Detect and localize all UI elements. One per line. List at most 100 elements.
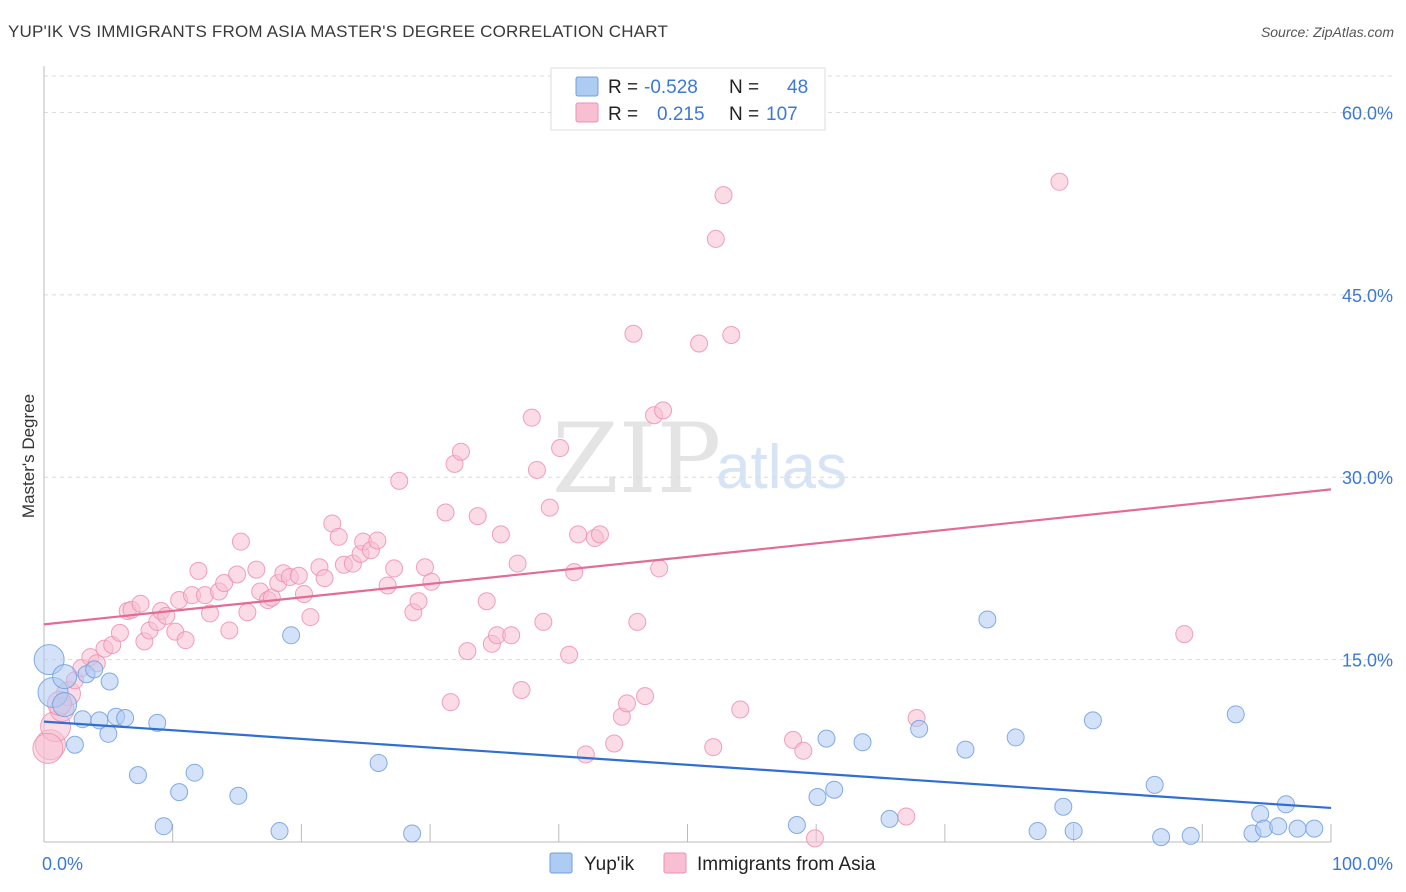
data-point bbox=[654, 401, 673, 420]
data-point bbox=[52, 692, 78, 718]
data-point bbox=[706, 229, 725, 248]
data-point bbox=[116, 708, 135, 727]
data-point bbox=[403, 824, 422, 843]
data-point bbox=[714, 186, 733, 205]
data-point bbox=[704, 738, 723, 757]
data-point bbox=[315, 569, 334, 588]
data-point bbox=[527, 460, 546, 479]
data-point bbox=[422, 572, 441, 591]
data-point bbox=[569, 525, 588, 544]
data-point bbox=[215, 574, 234, 593]
data-point bbox=[441, 693, 460, 712]
legend-label-yupik: Yup'ik bbox=[584, 854, 635, 875]
y-tick-label: 60.0% bbox=[1342, 103, 1393, 123]
stats-r-value-yupik: -0.528 bbox=[644, 77, 698, 98]
bottom-legend: Yup'ik Immigrants from Asia bbox=[549, 852, 876, 875]
data-point bbox=[99, 724, 118, 743]
points-layer bbox=[32, 172, 1324, 848]
data-point bbox=[1006, 728, 1025, 747]
data-point bbox=[491, 525, 510, 544]
trend-line-yupik bbox=[43, 720, 1332, 810]
legend-label-asia: Immigrants from Asia bbox=[697, 854, 876, 875]
data-point bbox=[1181, 826, 1200, 845]
trend-line-immigrants-from-asia bbox=[43, 488, 1332, 626]
data-point bbox=[282, 626, 301, 645]
data-point bbox=[551, 439, 570, 458]
data-point bbox=[229, 786, 248, 805]
series-immigrants-from-asia bbox=[32, 172, 1194, 848]
data-point bbox=[910, 719, 929, 738]
data-point bbox=[301, 608, 320, 627]
data-point bbox=[1050, 172, 1069, 191]
data-point bbox=[185, 763, 204, 782]
data-point bbox=[368, 531, 387, 550]
data-point bbox=[1305, 819, 1324, 838]
data-point bbox=[189, 561, 208, 580]
data-point bbox=[270, 822, 289, 841]
data-point bbox=[329, 527, 348, 546]
data-point bbox=[817, 729, 836, 748]
data-point bbox=[784, 730, 803, 749]
data-point bbox=[378, 576, 397, 595]
data-point bbox=[722, 325, 741, 344]
data-point bbox=[690, 334, 709, 353]
gridlines bbox=[44, 75, 1395, 661]
data-point bbox=[110, 623, 129, 642]
trend-layer bbox=[43, 488, 1332, 810]
y-axis-title: Master's Degree bbox=[19, 394, 38, 518]
legend-swatch-asia bbox=[663, 852, 687, 874]
data-point bbox=[1028, 822, 1047, 841]
data-point bbox=[590, 525, 609, 544]
data-point bbox=[451, 442, 470, 461]
data-point bbox=[85, 660, 104, 679]
data-point bbox=[853, 733, 872, 752]
stats-n-value-yupik: 48 bbox=[787, 77, 808, 98]
watermark: ZIP atlas bbox=[552, 403, 847, 515]
stats-swatch-asia bbox=[575, 102, 599, 123]
data-point bbox=[897, 807, 916, 826]
chart-title: YUP'IK VS IMMIGRANTS FROM ASIA MASTER'S … bbox=[8, 22, 669, 41]
data-point bbox=[502, 626, 521, 645]
axes bbox=[43, 66, 1332, 843]
data-point bbox=[618, 694, 637, 713]
data-point bbox=[131, 594, 150, 613]
stats-n-label-asia: N = bbox=[729, 104, 759, 125]
data-point bbox=[436, 503, 455, 522]
data-point bbox=[176, 631, 195, 650]
data-point bbox=[148, 713, 167, 732]
data-point bbox=[794, 741, 813, 760]
data-point bbox=[1152, 828, 1171, 847]
watermark-zip: ZIP bbox=[552, 403, 721, 515]
data-point bbox=[978, 610, 997, 629]
data-point bbox=[808, 788, 827, 807]
source-credit: Source: ZipAtlas.com bbox=[1260, 24, 1394, 40]
data-point bbox=[1269, 817, 1288, 836]
data-point bbox=[956, 740, 975, 759]
data-point bbox=[805, 829, 824, 848]
y-tick-label: 15.0% bbox=[1342, 651, 1393, 671]
data-point bbox=[508, 554, 527, 573]
data-point bbox=[1083, 711, 1102, 730]
data-point bbox=[170, 783, 189, 802]
data-point bbox=[565, 563, 584, 582]
data-point bbox=[560, 645, 579, 664]
data-point bbox=[409, 592, 428, 611]
legend-swatch-yupik bbox=[549, 852, 573, 874]
y-tick-label: 30.0% bbox=[1342, 468, 1393, 488]
stats-r-value-asia: 0.215 bbox=[657, 104, 705, 125]
data-point bbox=[390, 471, 409, 490]
data-point bbox=[100, 672, 119, 691]
data-point bbox=[228, 565, 247, 584]
data-point bbox=[512, 681, 531, 700]
tick-labels: 15.0% 30.0% 45.0% 60.0% 0.0% 100.0% bbox=[42, 103, 1393, 874]
data-point bbox=[880, 809, 899, 828]
data-point bbox=[1054, 797, 1073, 816]
y-tick-label: 45.0% bbox=[1342, 286, 1393, 306]
data-point bbox=[628, 612, 647, 631]
data-point bbox=[468, 507, 487, 526]
data-point bbox=[576, 745, 595, 764]
stats-r-label-yupik: R = bbox=[608, 77, 638, 98]
data-point bbox=[636, 687, 655, 706]
data-point bbox=[52, 664, 78, 690]
stats-swatch-yupik bbox=[575, 76, 599, 97]
